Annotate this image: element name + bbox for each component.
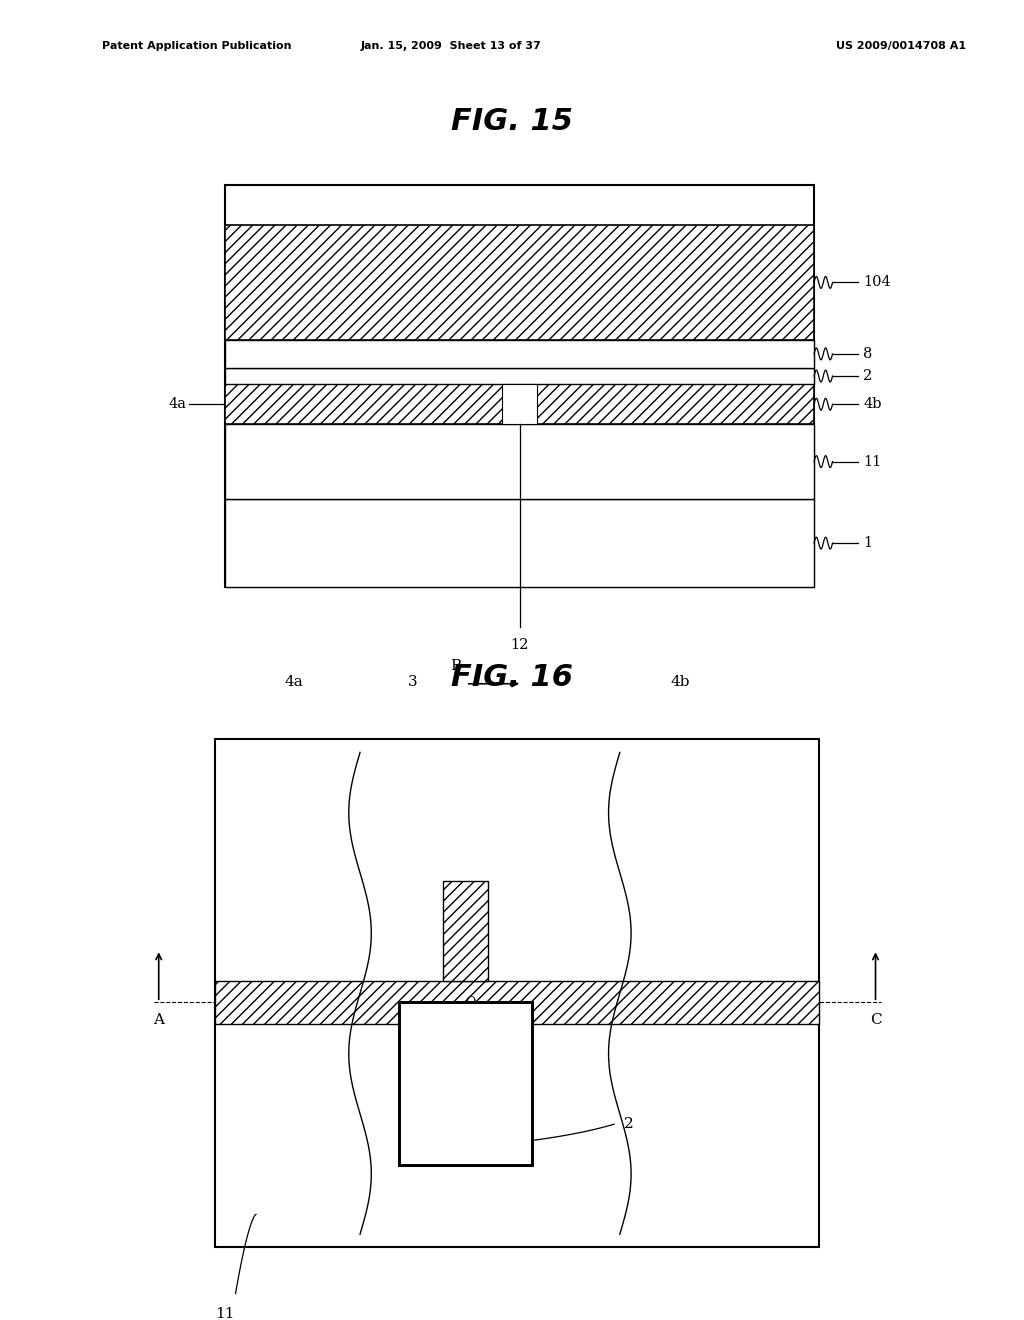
- Bar: [399, 1002, 532, 1164]
- Text: 2: 2: [625, 1117, 634, 1131]
- Text: 4a: 4a: [168, 397, 186, 412]
- Text: 104: 104: [863, 276, 891, 289]
- Bar: [225, 185, 814, 587]
- Text: B: B: [450, 659, 461, 673]
- Bar: [225, 384, 814, 424]
- Text: O: O: [466, 995, 476, 1008]
- Bar: [399, 1002, 532, 1045]
- Text: 11: 11: [863, 454, 882, 469]
- Text: 4a: 4a: [285, 675, 303, 689]
- Bar: [225, 224, 814, 339]
- Text: US 2009/0014708 A1: US 2009/0014708 A1: [836, 41, 967, 51]
- Text: Jan. 15, 2009  Sheet 13 of 37: Jan. 15, 2009 Sheet 13 of 37: [360, 41, 541, 51]
- Bar: [399, 1002, 532, 1164]
- Bar: [502, 384, 538, 424]
- Bar: [443, 882, 488, 981]
- Text: 12: 12: [511, 638, 528, 652]
- Bar: [225, 368, 814, 384]
- Text: C: C: [869, 1012, 882, 1027]
- Bar: [225, 339, 814, 368]
- Bar: [215, 981, 819, 1024]
- Text: 8: 8: [863, 347, 872, 360]
- Text: Patent Application Publication: Patent Application Publication: [102, 41, 292, 51]
- Bar: [225, 424, 814, 499]
- Text: 4b: 4b: [863, 397, 882, 412]
- Text: FIG. 15: FIG. 15: [451, 107, 573, 136]
- Text: A: A: [154, 1012, 164, 1027]
- Bar: [215, 739, 819, 1247]
- Bar: [399, 1002, 532, 1024]
- Text: 2: 2: [863, 370, 872, 383]
- Text: 3: 3: [408, 675, 418, 689]
- Text: 11: 11: [215, 1307, 236, 1320]
- Text: 1: 1: [863, 536, 872, 550]
- Bar: [225, 499, 814, 587]
- Text: 4b: 4b: [671, 675, 690, 689]
- Text: FIG. 16: FIG. 16: [451, 663, 573, 692]
